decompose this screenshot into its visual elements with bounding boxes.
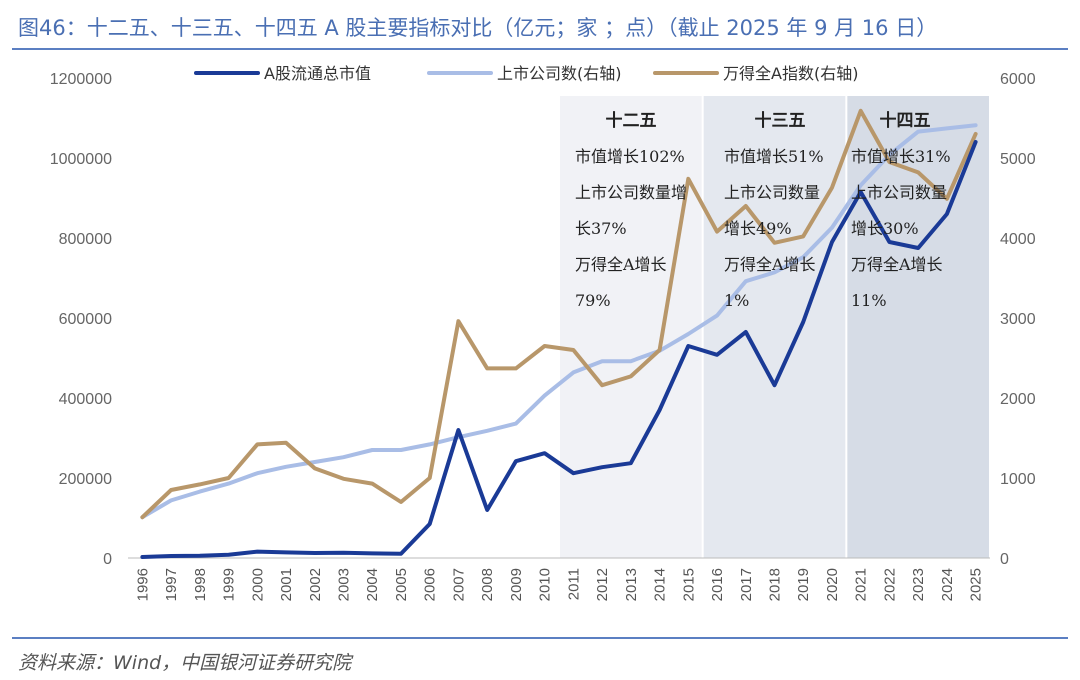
series-line-1 [140,140,978,559]
title-rule [12,48,1068,50]
right-tick-label: 4000 [1000,231,1036,248]
x-tick-label: 2000 [249,568,266,601]
x-tick-label: 2003 [336,568,353,601]
period-note-line: 增长30% [851,219,919,238]
period-band-2 [703,96,846,558]
period-note-line: 市值增长102% [575,147,685,166]
x-tick-label: 2001 [278,568,295,601]
x-tick-label: 2015 [680,568,697,601]
period-note-line: 上市公司数量 [851,183,947,202]
legend-label: 万得全A指数(右轴) [723,64,858,83]
left-tick-label: 1000000 [50,151,112,168]
x-tick-label: 2006 [422,568,439,601]
x-tick-label: 2021 [853,568,870,601]
period-note-line: 万得全A增长 [851,255,943,274]
x-tick-label: 2023 [910,568,927,601]
left-axis-ticks: 0 200000 400000 600000 800000 1000000 1200000 [50,71,112,568]
x-tick-label: 2025 [968,568,985,601]
x-tick-label: 2007 [450,568,467,601]
left-tick-label: 400000 [59,391,112,408]
x-tick-label: 1997 [163,568,180,601]
x-tick-label: 1996 [134,568,151,601]
left-tick-label: 200000 [59,471,112,488]
period-note-line: 市值增长31% [851,147,951,166]
x-tick-label: 2011 [565,568,582,600]
period-note-line: 上市公司数量增 [575,183,687,202]
series-line-3 [140,108,978,520]
x-tick-label: 2020 [824,568,841,601]
x-tick-label: 2018 [767,568,784,601]
left-tick-label: 600000 [59,311,112,328]
period-note-line: 增长49% [724,219,792,238]
x-tick-label: 2014 [652,568,669,601]
period-note-line: 上市公司数量 [724,183,820,202]
right-tick-label: 0 [1000,551,1009,568]
x-tick-label: 2010 [537,568,554,601]
period-title: 十三五 [755,110,806,131]
right-tick-label: 6000 [1000,71,1036,88]
x-tick-label: 2022 [881,568,898,601]
right-axis-ticks: 0 1000 2000 3000 4000 5000 6000 [1000,71,1036,568]
x-axis-ticks: 1996 1997 1998 1999 2000 2001 2002 2003 2004 2005… [134,568,984,601]
footer-rule [12,637,1068,639]
left-tick-label: 0 [103,551,112,568]
period-band-1 [560,96,702,558]
period-note-line: 79% [575,291,611,310]
left-tick-label: 800000 [59,231,112,248]
legend-label: A股流通总市值 [264,64,371,83]
x-tick-label: 1999 [221,568,238,601]
chart-title: 图46：十二五、十三五、十四五 A 股主要指标对比（亿元；家 ；点）（截止 20… [18,16,938,40]
series-lines [140,108,978,559]
x-tick-label: 2009 [508,568,525,601]
legend-label: 上市公司数(右轴) [497,64,622,83]
x-tick-label: 1998 [192,568,209,601]
x-tick-label: 2013 [623,568,640,601]
right-tick-label: 1000 [1000,471,1036,488]
right-tick-label: 5000 [1000,151,1036,168]
x-tick-label: 2005 [393,568,410,601]
source-note: 资料来源：Wind，中国银河证券研究院 [18,652,352,674]
right-tick-label: 2000 [1000,391,1036,408]
x-tick-label: 2004 [364,568,381,601]
series-line-2 [140,123,978,520]
period-title: 十二五 [606,110,657,131]
x-tick-label: 2002 [307,568,324,601]
right-tick-label: 3000 [1000,311,1036,328]
x-tick-label: 2012 [594,568,611,601]
period-note-line: 1% [724,291,749,310]
period-note-line: 11% [851,291,887,310]
period-note-line: 万得全A增长 [724,255,816,274]
x-tick-label: 2024 [939,568,956,601]
period-note-line: 长37% [575,219,627,238]
x-tick-label: 2017 [738,568,755,601]
legend: A股流通总市值 上市公司数(右轴) 万得全A指数(右轴) [194,64,858,83]
chart-canvas: 020000040000060000080000010000001200000 … [50,64,1036,601]
period-note-line: 市值增长51% [724,147,824,166]
period-title: 十四五 [880,110,931,131]
x-tick-label: 2008 [479,568,496,601]
x-tick-label: 2016 [709,568,726,601]
period-note-line: 万得全A增长 [575,255,667,274]
period-shades [560,96,989,558]
left-tick-label: 1200000 [50,71,112,88]
x-tick-label: 2019 [795,568,812,601]
